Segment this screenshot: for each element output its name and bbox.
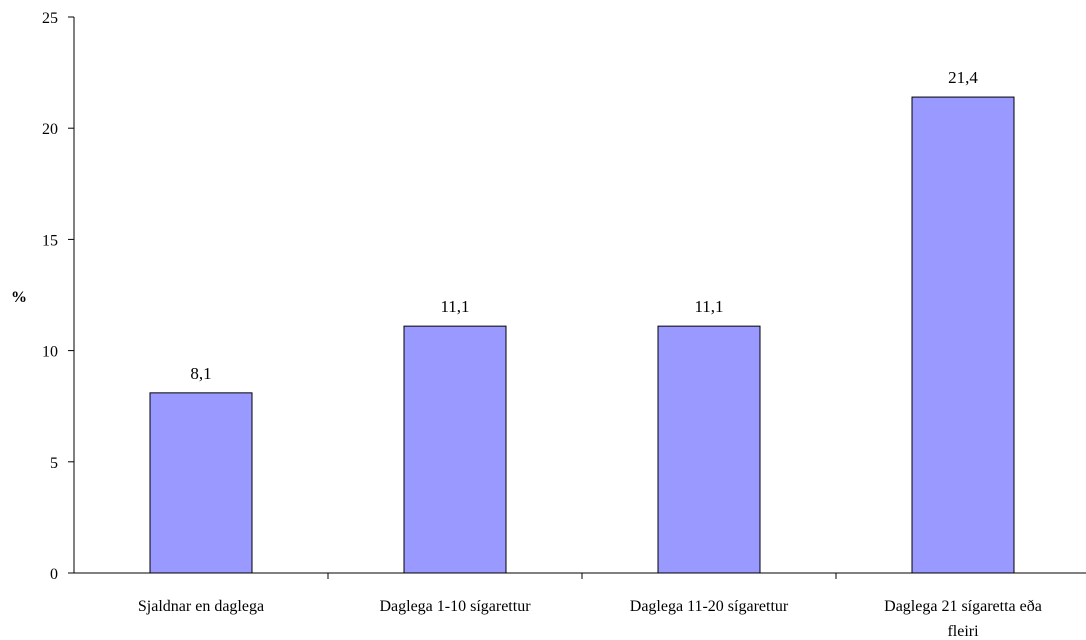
- data-label: 21,4: [948, 68, 978, 87]
- category-label: Sjaldnar en daglega: [138, 598, 264, 615]
- data-label: 8,1: [190, 364, 211, 383]
- bars: [149, 96, 1015, 574]
- data-label: 11,1: [440, 297, 469, 316]
- y-tick-label: 5: [50, 455, 58, 472]
- y-tick-label: 15: [42, 232, 58, 249]
- category-label: Daglega 11-20 sígarettur: [630, 598, 789, 615]
- category-label: Daglega 21 sígaretta eða fleiri: [884, 598, 1042, 640]
- data-label: 11,1: [694, 297, 723, 316]
- category-label: Daglega 1-10 sígarettur: [379, 598, 531, 615]
- y-tick-label: 25: [42, 10, 58, 27]
- category-labels: Sjaldnar en daglega Daglega 1-10 sígarett…: [138, 598, 1042, 640]
- bar: [911, 96, 1015, 574]
- y-axis-label: %: [11, 289, 27, 306]
- y-ticks: 0 5 10 15 20 25: [42, 10, 837, 583]
- y-tick-label: 20: [42, 121, 58, 138]
- bar: [149, 392, 253, 574]
- data-labels: 8,1 11,1 11,1 21,4: [190, 68, 978, 383]
- bar: [403, 325, 507, 574]
- y-tick-label: 0: [50, 566, 58, 583]
- y-tick-label: 10: [42, 344, 58, 361]
- bar: [657, 325, 761, 574]
